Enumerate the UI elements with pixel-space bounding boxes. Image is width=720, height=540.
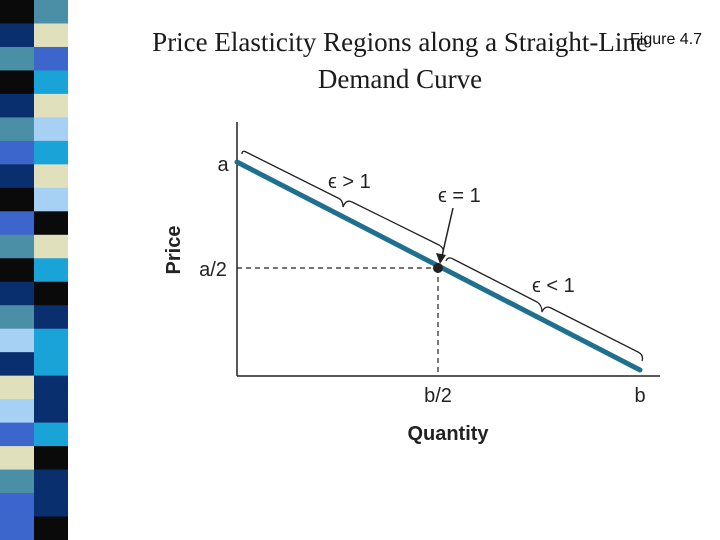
stripe-block: [34, 23, 68, 48]
stripe-block: [0, 422, 34, 447]
title-line-2: Demand Curve: [317, 64, 483, 94]
stripe-block: [0, 328, 34, 353]
inelastic-brace: [445, 257, 644, 362]
stripe-block: [0, 117, 34, 142]
title-line-1: Price Elasticity Regions along a Straigh…: [152, 27, 648, 57]
unit-elastic-arrow: [441, 207, 454, 257]
stripe-block: [34, 0, 68, 25]
slide-title: Price Elasticity Regions along a Straigh…: [95, 24, 705, 98]
stripe-block: [34, 399, 68, 424]
stripe-block: [34, 446, 68, 471]
x-tick-b-half: b/2: [424, 385, 452, 407]
stripe-block: [34, 117, 68, 142]
stripe-block: [0, 140, 34, 165]
stripe-block: [34, 281, 68, 306]
decorative-stripe-bar: [0, 0, 68, 540]
stripe-block: [34, 328, 68, 353]
stripe-block: [0, 164, 34, 189]
stripe-block: [0, 281, 34, 306]
midpoint-dot: [433, 263, 443, 273]
stripe-block: [0, 234, 34, 259]
stripe-block: [0, 0, 34, 25]
stripe-block: [34, 352, 68, 377]
figure-label: Figure 4.7: [630, 31, 703, 48]
stripe-block: [0, 516, 34, 540]
stripe-block: [34, 187, 68, 212]
stripe-block: [34, 211, 68, 236]
stripe-block: [34, 258, 68, 283]
y-axis-label: Price: [163, 226, 185, 275]
stripe-block: [0, 46, 34, 72]
stripe-block: [34, 493, 68, 518]
stripe-block: [0, 258, 34, 283]
stripe-block: [0, 23, 34, 48]
y-tick-a: a: [217, 154, 229, 176]
unit-elastic-arrowhead: [436, 253, 446, 264]
stripe-block: [0, 375, 34, 400]
stripe-block: [0, 352, 34, 377]
stripe-block: [34, 46, 68, 72]
elastic-brace: [241, 150, 444, 253]
stripe-block: [0, 469, 34, 494]
unit-elastic-label: ϵ = 1: [438, 185, 481, 207]
y-tick-a-half: a/2: [199, 259, 227, 281]
stripe-block: [0, 493, 34, 518]
stripe-block: [0, 70, 34, 95]
stripe-block: [34, 234, 68, 259]
stripe-block: [34, 422, 68, 447]
stripe-block: [0, 93, 34, 118]
stripe-block: [0, 399, 34, 424]
stripe-block: [0, 187, 34, 212]
stripe-block: [0, 211, 34, 236]
inelastic-label: ϵ < 1: [532, 275, 575, 297]
stripe-block: [34, 305, 68, 330]
stripe-block: [34, 375, 68, 400]
elasticity-diagram: Price Quantity a a/2 b/2 b ϵ > 1 ϵ = 1 ϵ…: [163, 122, 660, 445]
stripe-block: [34, 164, 68, 189]
x-tick-b: b: [634, 385, 645, 407]
stripe-block: [34, 93, 68, 118]
stripe-block: [34, 140, 68, 165]
stripe-block: [34, 469, 68, 494]
elastic-label: ϵ > 1: [328, 171, 371, 193]
x-axis-label: Quantity: [407, 423, 489, 445]
stripe-block: [0, 446, 34, 471]
stripe-block: [0, 305, 34, 330]
stripe-block: [34, 70, 68, 95]
stripe-block: [34, 516, 68, 540]
